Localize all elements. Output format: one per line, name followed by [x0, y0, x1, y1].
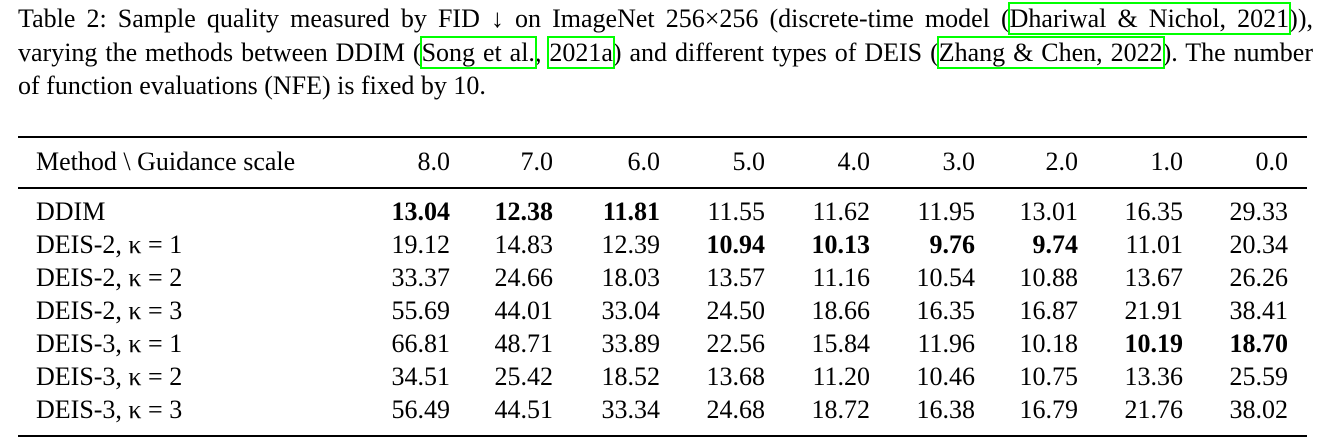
- fid-cell: 12.39: [601, 230, 661, 259]
- fid-cell: 13.04: [391, 197, 451, 226]
- fid-cell: 33.37: [391, 263, 451, 292]
- fid-cell: 25.59: [1229, 362, 1289, 391]
- header-cell: 6.0: [627, 147, 661, 176]
- fid-cell: 12.38: [494, 197, 554, 226]
- fid-cell: 11.81: [602, 197, 660, 226]
- fid-cell: 24.68: [706, 395, 766, 424]
- header-cell: 8.0: [417, 147, 451, 176]
- fid-cell: 11.55: [707, 197, 765, 226]
- fid-cell: 33.04: [601, 296, 661, 325]
- fid-cell: 10.75: [1019, 362, 1079, 391]
- fid-cell: 16.35: [1124, 197, 1184, 226]
- header-cell: 7.0: [520, 147, 554, 176]
- header-cell: 2.0: [1045, 147, 1079, 176]
- method-cell: DEIS-3, κ = 1: [36, 329, 183, 358]
- fid-cell: 21.91: [1124, 296, 1184, 325]
- fid-cell: 21.76: [1124, 395, 1184, 424]
- fid-cell: 48.71: [494, 329, 554, 358]
- method-cell: DEIS-2, κ = 3: [36, 296, 183, 325]
- fid-cell: 25.42: [494, 362, 554, 391]
- fid-cell: 18.52: [601, 362, 661, 391]
- fid-cell: 16.79: [1019, 395, 1079, 424]
- fid-cell: 18.72: [811, 395, 871, 424]
- fid-cell: 11.96: [917, 329, 975, 358]
- fid-cell: 38.02: [1229, 395, 1289, 424]
- citation-link[interactable]: 2021a: [547, 35, 615, 69]
- fid-cell: 13.68: [706, 362, 766, 391]
- fid-cell: 10.54: [916, 263, 976, 292]
- header-cell: 1.0: [1150, 147, 1184, 176]
- caption: Table 2: Sample quality measured by FID …: [18, 2, 1313, 103]
- fid-cell: 11.95: [917, 197, 975, 226]
- fid-cell: 29.33: [1229, 197, 1289, 226]
- caption-text: Table 2: Sample quality measured by FID …: [18, 4, 1010, 33]
- citation-link[interactable]: Zhang & Chen, 2022: [936, 35, 1165, 69]
- fid-cell: 16.87: [1019, 296, 1079, 325]
- fid-cell: 44.01: [494, 296, 554, 325]
- method-cell: DEIS-3, κ = 2: [36, 362, 183, 391]
- caption-text: ) and different types of DEIS (: [612, 37, 939, 67]
- fid-cell: 19.12: [391, 230, 451, 259]
- method-cell: DEIS-2, κ = 2: [36, 263, 183, 292]
- header-cell: 0.0: [1255, 147, 1289, 176]
- fid-cell: 16.38: [916, 395, 976, 424]
- fid-cell: 66.81: [391, 329, 451, 358]
- method-cell: DEIS-3, κ = 3: [36, 395, 183, 424]
- fid-cell: 18.70: [1229, 329, 1289, 358]
- fid-cell: 33.34: [601, 395, 661, 424]
- fid-cell: 9.74: [1032, 230, 1079, 259]
- fid-cell: 10.88: [1019, 263, 1079, 292]
- citation-link[interactable]: Dhariwal & Nichol, 2021: [1007, 2, 1292, 35]
- fid-cell: 14.83: [494, 230, 554, 259]
- fid-cell: 10.18: [1019, 329, 1079, 358]
- fid-cell: 26.26: [1229, 263, 1289, 292]
- caption-text: ,: [534, 37, 550, 67]
- bottom-rule: [18, 435, 1307, 437]
- fid-cell: 13.36: [1124, 362, 1184, 391]
- header-cell: Method \ Guidance scale: [36, 147, 296, 176]
- fid-cell: 24.50: [706, 296, 766, 325]
- fid-cell: 10.94: [706, 230, 766, 259]
- fid-cell: 10.19: [1124, 329, 1184, 358]
- header-cell: 3.0: [942, 147, 976, 176]
- header-cell: 4.0: [837, 147, 871, 176]
- fid-cell: 18.03: [601, 263, 661, 292]
- fid-cell: 13.01: [1019, 197, 1079, 226]
- caption-text: ). The number of function evaluations (N…: [18, 37, 1313, 101]
- fid-cell: 44.51: [494, 395, 554, 424]
- fid-cell: 24.66: [494, 263, 554, 292]
- fid-cell: 56.49: [391, 395, 451, 424]
- fid-cell: 11.62: [812, 197, 870, 226]
- fid-cell: 11.01: [1125, 230, 1183, 259]
- fid-cell: 10.13: [811, 230, 871, 259]
- fid-cell: 18.66: [811, 296, 871, 325]
- fid-cell: 10.46: [916, 362, 976, 391]
- fid-cell: 15.84: [811, 329, 871, 358]
- fid-cell: 11.16: [812, 263, 870, 292]
- fid-cell: 22.56: [706, 329, 766, 358]
- fid-cell: 11.20: [812, 362, 870, 391]
- fid-cell: 34.51: [391, 362, 451, 391]
- top-rule: [18, 136, 1307, 138]
- fid-cell: 33.89: [601, 329, 661, 358]
- fid-cell: 9.76: [929, 230, 976, 259]
- method-cell: DDIM: [36, 197, 106, 226]
- caption-text: )), varying the methods between DDIM (: [18, 4, 1313, 67]
- method-cell: DEIS-2, κ = 1: [36, 230, 183, 259]
- fid-cell: 55.69: [391, 296, 451, 325]
- fid-cell: 13.67: [1124, 263, 1184, 292]
- mid-rule: [18, 187, 1307, 189]
- fid-cell: 38.41: [1229, 296, 1289, 325]
- header-cell: 5.0: [732, 147, 766, 176]
- fid-cell: 16.35: [916, 296, 976, 325]
- citation-link[interactable]: Song et al.: [419, 35, 537, 69]
- fid-cell: 13.57: [706, 263, 766, 292]
- fid-cell: 20.34: [1229, 230, 1289, 259]
